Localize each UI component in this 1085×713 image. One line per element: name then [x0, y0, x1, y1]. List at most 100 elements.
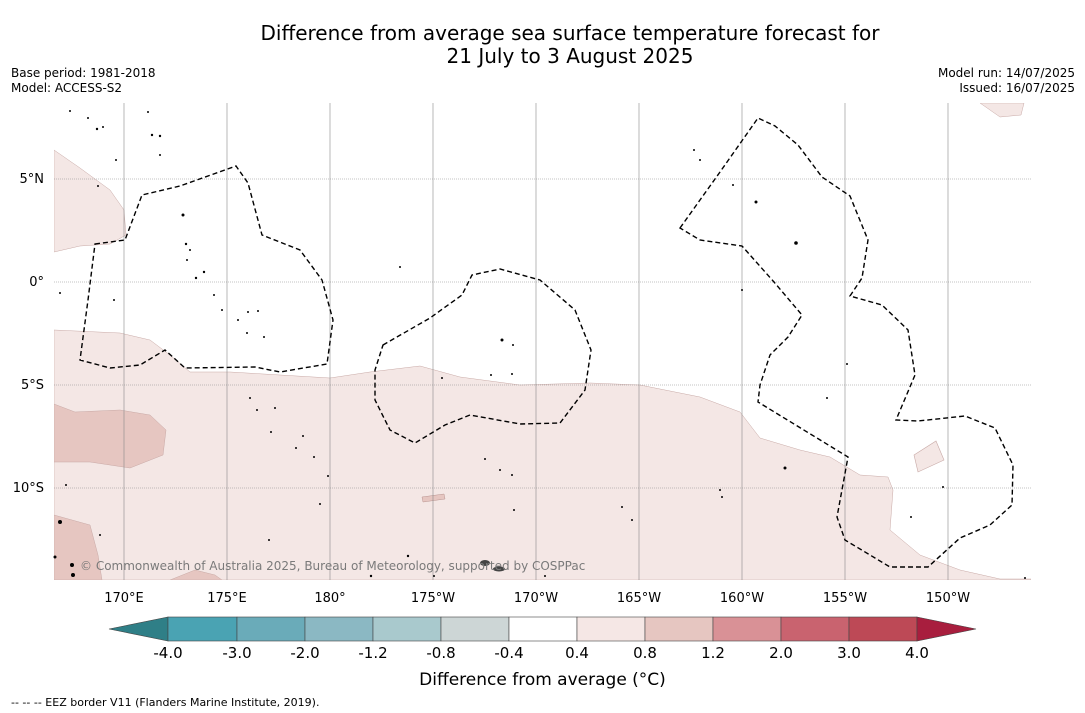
- island: [942, 486, 944, 488]
- island: [480, 560, 490, 566]
- island: [511, 373, 513, 375]
- island: [512, 344, 514, 346]
- lat-label-5n: 5°N: [20, 172, 45, 187]
- anomaly-region-darker-west: [54, 403, 167, 469]
- island: [194, 276, 198, 280]
- eez-border-kiribati-phoenix: [374, 268, 592, 444]
- island: [270, 431, 272, 433]
- island: [500, 338, 504, 342]
- island: [58, 520, 62, 524]
- island: [247, 311, 249, 313]
- colorbar-tick: -2.0: [290, 644, 319, 662]
- island: [631, 519, 633, 521]
- colorbar-segment: [508, 616, 578, 642]
- colorbar-tick: 0.8: [633, 644, 657, 662]
- longitude-labels: 170°E 175°E 180° 175°W 170°W 165°W 160°W…: [104, 591, 970, 606]
- issued-date-text: Issued: 16/07/2025: [959, 81, 1075, 95]
- island: [295, 447, 297, 449]
- colorbar-segment: [304, 616, 374, 642]
- colorbar-segment: [372, 616, 442, 642]
- island: [184, 242, 188, 246]
- colorbar-tick: -0.8: [426, 644, 455, 662]
- island: [102, 126, 104, 128]
- model-run-text: Model run: 14/07/2025: [937, 66, 1075, 80]
- lon-label-170e: 170°E: [104, 591, 144, 606]
- lon-label-165w: 165°W: [617, 591, 661, 606]
- colorbar: [108, 616, 977, 642]
- colorbar-segment: [644, 616, 714, 642]
- sst-anomaly-layer: [54, 103, 1031, 580]
- island: [189, 249, 191, 251]
- meta-right: Model run: 14/07/2025 Issued: 16/07/2025: [938, 66, 1075, 96]
- island: [783, 466, 787, 470]
- colorbar-segment: [167, 616, 238, 642]
- island: [327, 475, 329, 477]
- island: [441, 377, 443, 379]
- lon-label-160w: 160°W: [720, 591, 764, 606]
- island: [147, 111, 149, 113]
- anomaly-region-darker-southwest: [54, 514, 103, 580]
- lat-label-0: 0°: [29, 275, 44, 290]
- island: [732, 184, 734, 186]
- island: [1024, 577, 1026, 579]
- model-name-text: Model: ACCESS-S2: [11, 81, 123, 95]
- island: [794, 241, 798, 245]
- anomaly-region-northeast: [979, 103, 1025, 118]
- colorbar-tick: 4.0: [905, 644, 929, 662]
- colorbar-segment: [440, 616, 510, 642]
- island: [302, 435, 304, 437]
- colorbar-extend-low: [108, 616, 169, 642]
- island: [693, 149, 695, 151]
- island: [221, 309, 223, 311]
- island: [319, 503, 321, 505]
- colorbar-segment: [236, 616, 306, 642]
- island: [754, 200, 758, 204]
- anomaly-region-small-streak: [421, 493, 446, 503]
- anomaly-region-northwest: [54, 149, 127, 253]
- island: [87, 117, 89, 119]
- islands: [53, 110, 1026, 579]
- island: [249, 397, 251, 399]
- island: [257, 310, 259, 312]
- colorbar-segment: [848, 616, 918, 642]
- meta-left: Base period: 1981-2018 Model: ACCESS-S2: [11, 66, 156, 96]
- colorbar-tick: -3.0: [222, 644, 251, 662]
- island: [181, 213, 185, 217]
- island: [621, 506, 623, 508]
- island: [158, 134, 162, 138]
- lon-label-180: 180°: [314, 591, 345, 606]
- island: [741, 289, 743, 291]
- colorbar-tick: 0.4: [565, 644, 589, 662]
- anomaly-region-darker-south: [169, 569, 223, 580]
- island: [313, 456, 315, 458]
- colorbar-tick: -1.2: [358, 644, 387, 662]
- title-line-2: 21 July to 3 August 2025: [446, 44, 694, 68]
- island: [65, 484, 67, 486]
- island: [719, 489, 721, 491]
- island: [846, 363, 848, 365]
- island: [268, 539, 270, 541]
- lon-label-170w: 170°W: [514, 591, 558, 606]
- island: [99, 534, 101, 536]
- island: [499, 469, 501, 471]
- island: [115, 159, 117, 161]
- island: [59, 292, 61, 294]
- colorbar-tick: 2.0: [769, 644, 793, 662]
- colorbar-tick: -0.4: [494, 644, 523, 662]
- eez-legend-note: -- -- -- EEZ border V11 (Flanders Marine…: [11, 696, 320, 709]
- island: [699, 159, 701, 161]
- copyright-notice: © Commonwealth of Australia 2025, Bureau…: [80, 559, 586, 573]
- colorbar-segment: [576, 616, 646, 642]
- island: [493, 566, 505, 572]
- island: [213, 294, 215, 296]
- island: [433, 575, 435, 577]
- island: [511, 474, 513, 476]
- island: [484, 458, 486, 460]
- island: [721, 496, 723, 498]
- island: [274, 407, 276, 409]
- colorbar-tick: 1.2: [701, 644, 725, 662]
- island: [256, 409, 258, 411]
- island: [237, 319, 239, 321]
- colorbar-label: Difference from average (°C): [419, 670, 666, 690]
- lat-label-10s: 10°S: [13, 481, 44, 496]
